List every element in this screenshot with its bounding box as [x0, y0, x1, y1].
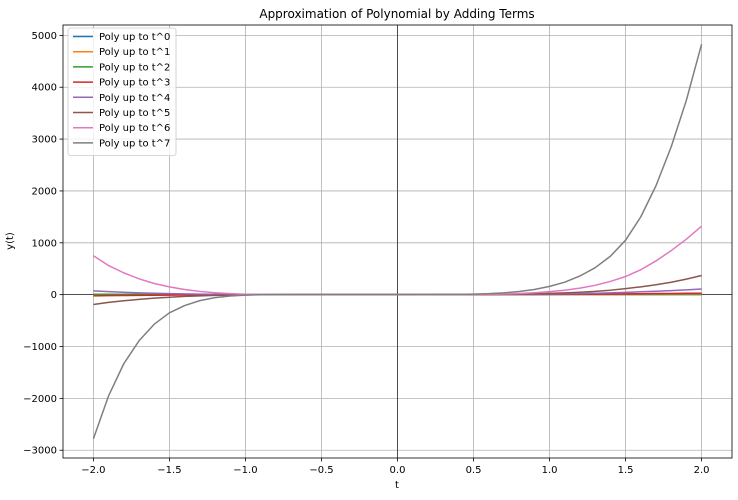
legend-label: Poly up to t^0 [99, 32, 170, 43]
x-tick-label: −0.5 [309, 465, 333, 476]
x-tick-label: 2.0 [694, 465, 710, 476]
x-tick-label: −1.0 [233, 465, 257, 476]
y-tick-label: −3000 [23, 446, 57, 457]
legend-label: Poly up to t^5 [99, 108, 170, 119]
y-tick-label: 5000 [32, 31, 57, 42]
y-axis-label: y(t) [5, 232, 16, 250]
x-tick-label: 1.0 [542, 465, 558, 476]
x-tick-label: −1.5 [157, 465, 181, 476]
legend-label: Poly up to t^7 [99, 138, 170, 149]
x-tick-label: 1.5 [618, 465, 634, 476]
x-axis-label: t [395, 480, 399, 491]
legend-label: Poly up to t^3 [99, 78, 170, 89]
y-tick-label: 1000 [32, 238, 57, 249]
x-tick-label: −2.0 [81, 465, 105, 476]
legend-label: Poly up to t^4 [99, 93, 170, 104]
chart-title: Approximation of Polynomial by Adding Te… [259, 7, 534, 21]
y-tick-label: 3000 [32, 135, 57, 146]
y-tick-label: 0 [51, 290, 57, 301]
x-tick-label: 0.0 [390, 465, 406, 476]
legend-label: Poly up to t^1 [99, 47, 170, 58]
y-tick-label: 2000 [32, 186, 57, 197]
x-tick-label: 0.5 [466, 465, 482, 476]
legend-label: Poly up to t^2 [99, 62, 170, 73]
legend: Poly up to t^0 Poly up to t^1 Poly up to t… [68, 28, 176, 156]
y-tick-label: −1000 [23, 342, 57, 353]
y-tick-label: 4000 [32, 83, 57, 94]
y-tick-label: −2000 [23, 394, 57, 405]
legend-label: Poly up to t^6 [99, 123, 170, 134]
